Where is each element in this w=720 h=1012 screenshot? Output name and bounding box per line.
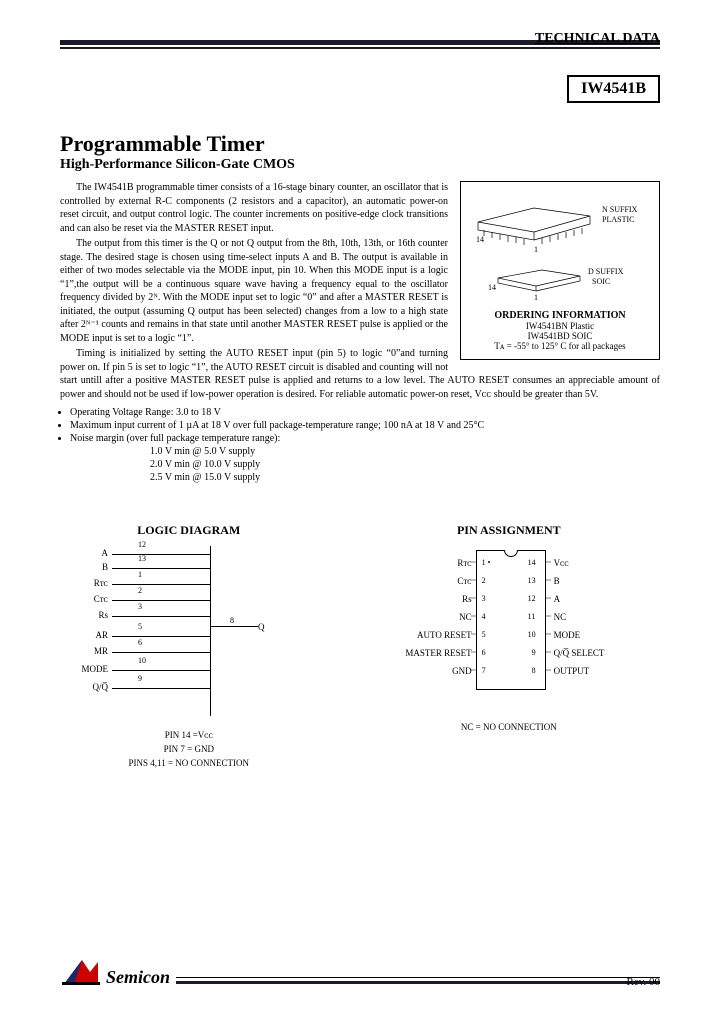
ordering-line-1: IW4541BN Plastic [469, 321, 651, 331]
logic-num-mr: 6 [138, 638, 142, 647]
pin-assignment: PIN ASSIGNMENT Rᴛᴄ 1 • Cᴛᴄ 2 Rs 3 NC 4 A… [358, 523, 660, 768]
pin1-label: 1 [534, 245, 538, 254]
logic-label-mode: MODE [64, 664, 108, 674]
pin-right-5: MODE [554, 630, 644, 640]
pin-left-2: Cᴛᴄ [382, 576, 472, 586]
logic-num-ar: 5 [138, 622, 142, 631]
logic-note-2: PIN 7 = GND [60, 744, 318, 754]
ordering-line-3: Tᴀ = -55° to 125° C for all packages [469, 341, 651, 351]
spec-bullets: Operating Voltage Range: 3.0 to 18 V Max… [70, 407, 660, 483]
logo: Semicon [60, 956, 176, 988]
nc-note: NC = NO CONNECTION [358, 722, 660, 732]
logic-num-b: 13 [138, 554, 146, 563]
pin-left-1: Rᴛᴄ [382, 558, 472, 568]
pin-left-3: Rs [382, 594, 472, 604]
logic-diagram: LOGIC DIAGRAM A 12 B 13 Rᴛᴄ 1 Cᴛᴄ 2 Rs 3… [60, 523, 318, 768]
logic-num-out: 8 [230, 616, 234, 625]
pin-title: PIN ASSIGNMENT [358, 523, 660, 538]
n-suffix-label: N SUFFIX [602, 205, 638, 214]
page-title: Programmable Timer [60, 131, 660, 157]
pin-left-6: MASTER RESET [382, 648, 472, 658]
logic-label-b: B [64, 562, 108, 572]
n-type-label: PLASTIC [602, 215, 634, 224]
bullet-3: Noise margin (over full package temperat… [70, 433, 660, 444]
logic-num-mode: 10 [138, 656, 146, 665]
logic-label-qq: Q/Q̅ [64, 682, 108, 692]
bullet-sub-3: 2.5 V min @ 15.0 V supply [150, 472, 660, 483]
logic-wire-out [210, 626, 258, 627]
bullet-sub-2: 2.0 V min @ 10.0 V supply [150, 459, 660, 470]
pin14-label: 14 [476, 235, 484, 244]
pin-left-7: GND [382, 666, 472, 676]
logic-block-line [210, 546, 211, 716]
pin-left-5: AUTO RESET [382, 630, 472, 640]
logic-note-1: PIN 14 =Vᴄᴄ [60, 730, 318, 740]
logic-wire [112, 584, 210, 585]
logic-title: LOGIC DIAGRAM [60, 523, 318, 538]
pin1b-label: 1 [534, 293, 538, 302]
logic-label-ctc: Cᴛᴄ [64, 594, 108, 604]
logic-label-mr: MR [64, 646, 108, 656]
pin-right-7: OUTPUT [554, 666, 644, 676]
logic-wire [112, 616, 210, 617]
technical-data-label: TECHNICAL DATA [60, 31, 660, 47]
logic-wire [112, 600, 210, 601]
logic-wire [112, 636, 210, 637]
pin-brackets-icon [471, 554, 551, 690]
ordering-line-2: IW4541BD SOIC [469, 331, 651, 341]
logic-num-rtc: 1 [138, 570, 142, 579]
bullet-2: Maximum input current of 1 µA at 18 V ov… [70, 420, 660, 431]
header-rule [60, 47, 660, 49]
logic-wire [112, 652, 210, 653]
logic-label-ar: AR [64, 630, 108, 640]
pin-right-6: Q/Q̅ SELECT [554, 648, 644, 658]
pin-right-2: B [554, 576, 644, 586]
logic-wire [112, 568, 210, 569]
d-type-label: SOIC [592, 277, 610, 286]
part-number-box: IW4541B [567, 75, 660, 103]
logic-num-qq: 9 [138, 674, 142, 683]
pin-right-1: Vᴄᴄ [554, 558, 644, 568]
pin-left-4: NC [382, 612, 472, 622]
logic-note-3: PINS 4,11 = NO CONNECTION [60, 758, 318, 768]
bullet-1: Operating Voltage Range: 3.0 to 18 V [70, 407, 660, 418]
bullet-sub-1: 1.0 V min @ 5.0 V supply [150, 446, 660, 457]
soic-package-icon: D SUFFIX SOIC 14 1 [470, 260, 650, 304]
package-info-box: N SUFFIX PLASTIC 14 1 D SUFFIX SOIC 14 1… [460, 181, 660, 360]
logo-icon [60, 956, 104, 988]
logic-label-a: A [64, 548, 108, 558]
logic-wire [112, 688, 210, 689]
diagram-row: LOGIC DIAGRAM A 12 B 13 Rᴛᴄ 1 Cᴛᴄ 2 Rs 3… [60, 523, 660, 768]
logic-wire [112, 670, 210, 671]
dip-package-icon: N SUFFIX PLASTIC 14 1 [470, 190, 650, 260]
logic-num-a: 12 [138, 540, 146, 549]
pin-right-3: A [554, 594, 644, 604]
ordering-title: ORDERING INFORMATION [469, 310, 651, 321]
logic-label-q: Q [258, 622, 302, 632]
revision-label: Rev. 00 [626, 976, 660, 988]
logic-wire [112, 554, 210, 555]
logo-text: Semicon [106, 967, 170, 988]
logic-label-rs: Rs [64, 610, 108, 620]
pin-right-4: NC [554, 612, 644, 622]
logic-num-ctc: 2 [138, 586, 142, 595]
logic-label-rtc: Rᴛᴄ [64, 578, 108, 588]
footer: Semicon Rev. 00 [60, 977, 660, 988]
d-suffix-label: D SUFFIX [588, 267, 624, 276]
pin14b-label: 14 [488, 283, 496, 292]
page-subtitle: High-Performance Silicon-Gate CMOS [60, 157, 660, 173]
logic-num-rs: 3 [138, 602, 142, 611]
